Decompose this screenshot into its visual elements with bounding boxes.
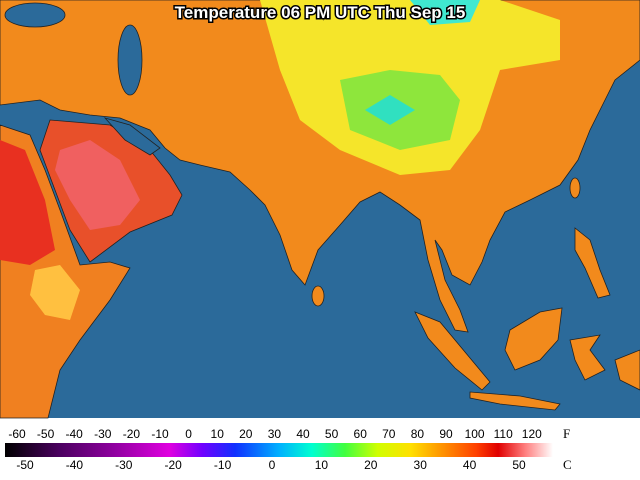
fahrenheit-label: -20 — [123, 427, 141, 441]
borneo — [504, 307, 563, 371]
celsius-label: 10 — [315, 458, 329, 472]
ethiopia-cool — [30, 265, 80, 320]
celsius-label: -30 — [115, 458, 133, 472]
tibet-cold — [365, 95, 415, 125]
black-sea — [4, 2, 66, 28]
sumatra — [414, 311, 491, 391]
north-cold — [410, 0, 480, 25]
philippines — [574, 227, 611, 299]
fahrenheit-unit: F — [563, 426, 570, 441]
celsius-label: 40 — [463, 458, 477, 472]
fahrenheit-label: 80 — [411, 427, 425, 441]
fahrenheit-label: -10 — [151, 427, 169, 441]
caspian-sea — [117, 24, 143, 96]
celsius-unit: C — [563, 457, 572, 472]
legend: F C -60 -50 -40 -30 -20 -10 0 10 20 30 40 50 60 70 80 9… — [5, 426, 572, 472]
fahrenheit-label: -40 — [66, 427, 84, 441]
fahrenheit-label: 0 — [185, 427, 192, 441]
map: Temperature 06 PM UTC Thu Sep 15 — [0, 0, 640, 419]
celsius-label: 0 — [269, 458, 276, 472]
fahrenheit-label: 40 — [296, 427, 310, 441]
fahrenheit-label: 90 — [439, 427, 453, 441]
fahrenheit-label: -50 — [37, 427, 55, 441]
new-guinea — [614, 349, 640, 391]
map-title: Temperature 06 PM UTC Thu Sep 15 — [175, 3, 466, 22]
celsius-label: -40 — [66, 458, 84, 472]
persian-gulf — [103, 117, 161, 156]
java — [469, 391, 561, 411]
fahrenheit-label: 110 — [494, 427, 513, 441]
fahrenheit-label: 120 — [522, 427, 542, 441]
celsius-label: -10 — [214, 458, 232, 472]
fahrenheit-label: -30 — [94, 427, 112, 441]
taiwan — [569, 177, 581, 199]
fahrenheit-label: 30 — [268, 427, 282, 441]
arabia-hot — [55, 140, 140, 230]
fahrenheit-label: 10 — [211, 427, 225, 441]
celsius-label: 20 — [364, 458, 378, 472]
sulawesi — [569, 334, 606, 381]
africa-hot — [0, 140, 55, 265]
celsius-label: -20 — [165, 458, 183, 472]
celsius-label: -50 — [16, 458, 34, 472]
fahrenheit-label: 20 — [239, 427, 253, 441]
sri-lanka — [311, 285, 325, 307]
celsius-label: 50 — [512, 458, 526, 472]
fahrenheit-label: 60 — [354, 427, 368, 441]
fahrenheit-label: 100 — [465, 427, 485, 441]
celsius-label: 30 — [414, 458, 428, 472]
color-bar — [5, 443, 553, 457]
fahrenheit-label: 50 — [325, 427, 339, 441]
fahrenheit-label: -60 — [8, 427, 26, 441]
fahrenheit-label: 70 — [382, 427, 396, 441]
